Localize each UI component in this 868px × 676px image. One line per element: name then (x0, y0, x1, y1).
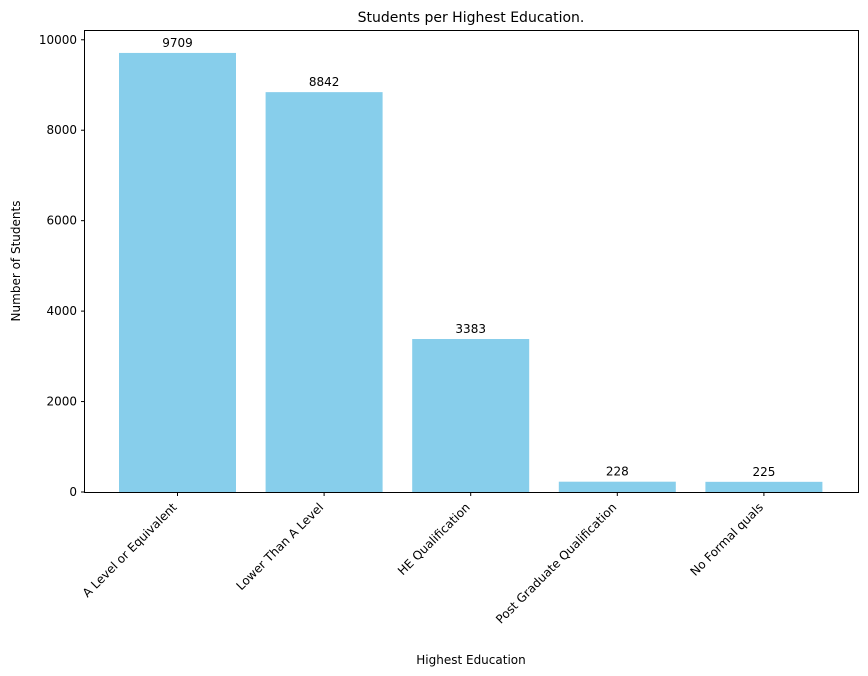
bar-no-formal-quals (705, 481, 823, 492)
bar-post-graduate-qualification (558, 481, 676, 492)
data-label-lower-than-a-level: 8842 (309, 75, 340, 89)
chart-title: Students per Highest Education. (358, 10, 585, 26)
data-label-he-qualification: 3383 (455, 322, 486, 336)
y-tick-label-2000: 2000 (46, 395, 77, 409)
bars-group (119, 52, 823, 493)
data-label-a-level-or-equivalent: 9709 (162, 36, 193, 50)
x-axis-label: Highest Education (416, 653, 525, 667)
x-tick-label-post-graduate-qualification: Post Graduate Qualification (493, 500, 619, 626)
data-label-post-graduate-qualification: 228 (606, 465, 629, 479)
plot-frame (84, 30, 859, 493)
x-tick-label-he-qualification: HE Qualification (395, 500, 473, 578)
x-tick-label-a-level-or-equivalent: A Level or Equivalent (80, 500, 180, 600)
y-tick-label-10000: 10000 (39, 33, 77, 47)
y-tick-label-0: 0 (69, 485, 77, 499)
y-tick-label-4000: 4000 (46, 304, 77, 318)
bar-lower-than-a-level (265, 92, 383, 493)
data-label-no-formal-quals: 225 (752, 465, 775, 479)
bar-he-qualification (412, 339, 530, 492)
y-tick-label-8000: 8000 (46, 123, 77, 137)
y-axis-ticks: 0 2000 4000 6000 8000 10000 (39, 33, 85, 499)
data-labels-group: 9709 8842 3383 228 225 (162, 36, 775, 479)
bar-a-level-or-equivalent (119, 52, 236, 493)
x-tick-label-no-formal-quals: No Formal quals (688, 500, 767, 579)
x-axis-ticks: A Level or Equivalent Lower Than A Level H… (80, 492, 766, 626)
y-tick-label-6000: 6000 (46, 214, 77, 228)
y-axis-label: Number of Students (9, 201, 23, 322)
x-tick-label-lower-than-a-level: Lower Than A Level (233, 500, 326, 593)
